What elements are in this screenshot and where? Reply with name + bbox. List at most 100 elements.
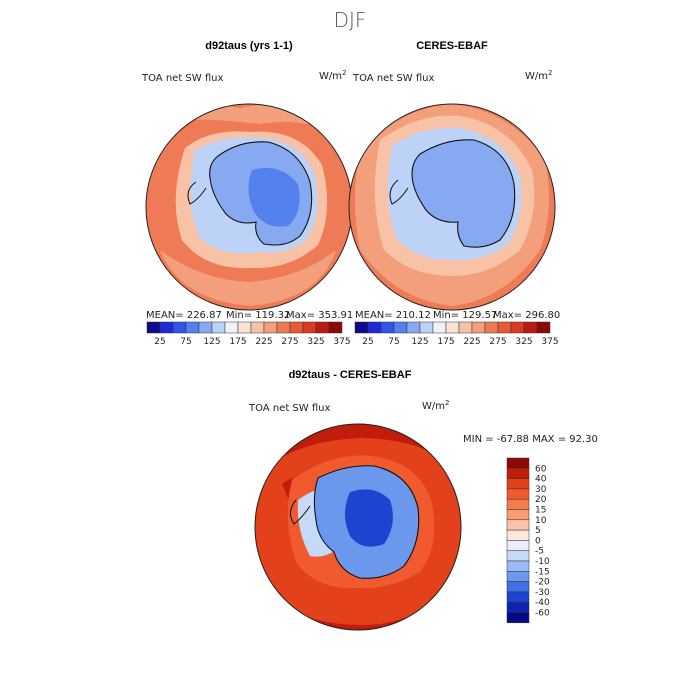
colorbar-tick-label: 75 bbox=[180, 337, 191, 347]
colorbar-swatch bbox=[471, 321, 486, 334]
colorbar-swatch bbox=[445, 321, 460, 334]
legend-label: 5 bbox=[535, 526, 541, 536]
legend-swatch bbox=[506, 457, 530, 469]
min-stat: Min= 129.57 bbox=[433, 310, 497, 321]
panel-title: d92taus (yrs 1-1) bbox=[205, 40, 293, 52]
colorbar-swatch bbox=[497, 321, 512, 334]
legend-swatch bbox=[506, 529, 530, 541]
colorbar-tick-label: 325 bbox=[307, 337, 324, 347]
legend-swatch bbox=[506, 478, 530, 490]
colorbar-swatch bbox=[536, 321, 551, 334]
legend-label: 40 bbox=[535, 475, 547, 485]
colorbar-swatch bbox=[432, 321, 447, 334]
legend-swatch bbox=[506, 519, 530, 531]
variable-label: TOA net SW flux bbox=[352, 73, 434, 84]
colorbar-swatch bbox=[198, 321, 213, 334]
units-label: W/m2 bbox=[525, 69, 552, 82]
legend-label: 30 bbox=[535, 485, 547, 495]
colorbar-tick-label: 125 bbox=[203, 337, 220, 347]
legend-swatch bbox=[506, 571, 530, 582]
legend-label: -40 bbox=[535, 598, 550, 608]
colorbar-swatch bbox=[406, 321, 421, 334]
colorbar-swatch bbox=[159, 321, 174, 334]
legend-label: -10 bbox=[535, 557, 550, 567]
variable-label: TOA net SW flux bbox=[141, 73, 223, 84]
colorbar-swatch bbox=[302, 321, 317, 334]
colorbar-tick-label: 175 bbox=[229, 337, 246, 347]
legend-swatch bbox=[506, 550, 530, 562]
colorbar-swatch bbox=[185, 321, 200, 334]
colorbar-swatch bbox=[367, 321, 382, 334]
colorbar-swatch bbox=[419, 321, 434, 334]
legend-swatch bbox=[506, 612, 530, 624]
colorbar-swatch bbox=[510, 321, 525, 334]
mean-stat: MEAN= 226.87 bbox=[146, 310, 222, 321]
colorbar-tick-label: 75 bbox=[388, 337, 399, 347]
units-label: W/m2 bbox=[422, 399, 449, 412]
colorbar-tick-label: 375 bbox=[333, 337, 350, 347]
colorbar-swatch bbox=[224, 321, 239, 334]
panel-title: CERES-EBAF bbox=[416, 40, 488, 52]
colorbar-swatch bbox=[328, 321, 343, 334]
min-stat: Min= 119.32 bbox=[226, 310, 290, 321]
legend-swatch bbox=[506, 591, 530, 603]
colorbar-swatch bbox=[211, 321, 226, 334]
legend-label: -20 bbox=[535, 578, 550, 588]
colorbar-tick-label: 275 bbox=[489, 337, 506, 347]
legend-swatch bbox=[506, 509, 530, 521]
legend-label: -5 bbox=[535, 547, 544, 557]
colorbar-tick-label: 25 bbox=[154, 337, 165, 347]
legend-label: -60 bbox=[535, 609, 550, 619]
colorbar-swatch bbox=[237, 321, 252, 334]
panel-title: d92taus - CERES-EBAF bbox=[289, 369, 412, 381]
colorbar-swatch bbox=[276, 321, 291, 334]
units-label: W/m2 bbox=[319, 69, 346, 82]
legend-swatch bbox=[506, 468, 530, 479]
colorbar-swatch bbox=[458, 321, 473, 334]
variable-label: TOA net SW flux bbox=[248, 403, 330, 414]
season-title: DJF bbox=[334, 8, 367, 32]
legend-label: 15 bbox=[535, 506, 546, 516]
colorbar-swatch bbox=[393, 321, 408, 334]
colorbar-tick-label: 225 bbox=[255, 337, 272, 347]
legend-label: -30 bbox=[535, 588, 550, 598]
colorbar-swatch bbox=[380, 321, 395, 334]
legend-swatch bbox=[506, 498, 530, 510]
panel-difference: d92taus - CERES-EBAF TOA net SW flux W/m… bbox=[248, 369, 598, 631]
colorbar-swatch bbox=[146, 321, 161, 334]
colorbar-tick-label: 175 bbox=[437, 337, 454, 347]
polar-map bbox=[146, 104, 352, 310]
legend-swatch bbox=[506, 488, 530, 500]
colorbar-swatch bbox=[250, 321, 265, 334]
polar-map bbox=[255, 424, 461, 630]
colorbar-swatch bbox=[289, 321, 304, 334]
colorbar-swatch bbox=[523, 321, 538, 334]
colorbar-tick-label: 125 bbox=[411, 337, 428, 347]
panel-obs: CERES-EBAF TOA net SW flux W/m2 MEAN= 21… bbox=[348, 40, 560, 347]
max-stat: Max= 296.80 bbox=[493, 310, 560, 321]
colorbar-swatch bbox=[315, 321, 330, 334]
colorbar: 25 75 125 175 225 275 325 375 bbox=[354, 321, 559, 347]
legend-swatch bbox=[506, 601, 530, 613]
colorbar-tick-label: 375 bbox=[541, 337, 558, 347]
colorbar-swatch bbox=[172, 321, 187, 334]
colorbar-swatch bbox=[354, 321, 369, 334]
colorbar-tick-label: 225 bbox=[463, 337, 480, 347]
map-border bbox=[254, 423, 462, 631]
colorbar-tick-label: 325 bbox=[515, 337, 532, 347]
legend-swatch bbox=[506, 581, 530, 593]
legend-swatch bbox=[506, 540, 530, 551]
legend-swatch bbox=[506, 560, 530, 572]
polar-map bbox=[349, 104, 555, 310]
colorbar-swatch bbox=[484, 321, 499, 334]
colorbar-tick-label: 25 bbox=[362, 337, 373, 347]
mean-stat: MEAN= 210.12 bbox=[355, 310, 431, 321]
legend-label: 0 bbox=[535, 536, 541, 546]
legend-label: -15 bbox=[535, 567, 550, 577]
max-stat: Max= 353.91 bbox=[286, 310, 353, 321]
legend-label: 10 bbox=[535, 516, 547, 526]
map-border bbox=[348, 103, 556, 311]
colorbar-tick-label: 275 bbox=[281, 337, 298, 347]
